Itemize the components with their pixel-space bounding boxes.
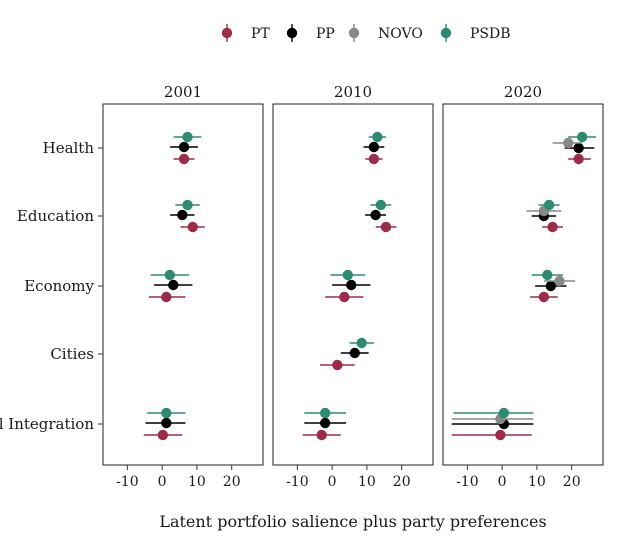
point-2010-pp-national-integration (319, 417, 331, 429)
legend-item-novo: NOVO (348, 24, 423, 42)
x-axis-label: Latent portfolio salience plus party pre… (159, 512, 546, 531)
point-2010-psdb-national-integration (319, 407, 331, 419)
point-2010-psdb-economy (342, 269, 353, 281)
y-tick-label-economy: Economy (24, 277, 94, 295)
point-2001-psdb-health (182, 131, 193, 143)
point-2020-psdb-economy (542, 269, 553, 281)
point-2001-pp-economy (168, 279, 179, 291)
point-2020-pp-economy (545, 280, 557, 292)
x-tick-label-2020-3: 20 (563, 474, 581, 490)
x-tick-label-2001-1: 0 (158, 474, 167, 490)
point-2010-pt-national-integration (316, 429, 327, 441)
legend-item-pt: PT (221, 24, 270, 42)
x-tick-label-2020-0: -10 (456, 474, 479, 490)
x-tick-label-2001-2: 10 (188, 474, 206, 490)
point-2001-pt-economy (161, 291, 172, 303)
point-2010-psdb-health (372, 131, 383, 143)
x-tick-label-2010-0: -10 (286, 474, 309, 490)
legend-label-pp: PP (316, 26, 335, 42)
point-2010-pp-cities (349, 347, 360, 359)
y-tick-label-education: Education (17, 207, 94, 225)
panel-2010: 2010 -10 0 10 20 (272, 83, 434, 490)
point-2001-pp-health (178, 141, 190, 153)
legend-item-psdb: PSDB (440, 24, 511, 42)
point-2001-psdb-economy (164, 269, 175, 281)
panel-title-2010: 2010 (334, 83, 372, 101)
point-2010-pp-education (370, 209, 381, 221)
x-tick-label-2010-1: 0 (328, 474, 337, 490)
point-2020-pt-health (573, 153, 584, 165)
panel-title-2001: 2001 (164, 83, 202, 101)
point-2010-pt-education (380, 221, 392, 233)
legend-key-dot-pt (221, 27, 233, 39)
legend-item-pp: PP (286, 24, 335, 42)
point-2010-psdb-education (375, 199, 387, 211)
point-2020-pt-education (547, 221, 558, 233)
point-2020-novo-health (563, 137, 574, 149)
legend-key-dot-novo (348, 27, 360, 39)
panel-2020: 2020 -10 0 10 20 (442, 83, 604, 490)
point-2010-psdb-cities (356, 337, 367, 349)
y-tick-label-cities: Cities (50, 345, 94, 363)
point-2010-pp-health (368, 141, 380, 153)
point-2010-pt-economy (339, 291, 350, 303)
point-2020-pt-economy (538, 291, 550, 303)
point-2001-pp-national-integration (161, 417, 172, 429)
panel-title-2020: 2020 (504, 83, 542, 101)
y-tick-label-national-integration: nal Integration (0, 415, 94, 433)
point-2020-novo-economy (554, 275, 565, 287)
point-2001-psdb-national-integration (161, 407, 172, 419)
point-2001-pp-education (177, 209, 188, 221)
y-tick-label-health: Health (43, 139, 95, 157)
panel-border-2020 (442, 103, 604, 466)
x-tick-label-2010-3: 20 (393, 474, 411, 490)
legend-label-psdb: PSDB (470, 26, 511, 42)
point-2001-pt-education (187, 221, 198, 233)
legend-key-dot-pp (286, 27, 298, 39)
x-tick-label-2020-2: 10 (528, 474, 546, 490)
point-2020-pp-health (573, 142, 584, 154)
panel-2001: 2001 -10 0 10 20 (102, 83, 264, 490)
point-2010-pp-economy (346, 279, 357, 291)
y-axis: Health Education Economy Cities nal Integrat… (0, 139, 103, 433)
legend: PT PP NOVO PSDB (221, 24, 511, 42)
x-tick-label-2020-1: 0 (498, 474, 507, 490)
point-2020-pt-national-integration (495, 429, 506, 441)
point-2020-psdb-health (576, 131, 588, 143)
point-2020-psdb-education (543, 199, 555, 211)
x-tick-label-2001-3: 20 (223, 474, 241, 490)
point-2001-pt-national-integration (157, 429, 169, 441)
x-tick-label-2010-2: 10 (358, 474, 376, 490)
legend-key-dot-psdb (440, 27, 452, 39)
point-2001-psdb-education (182, 199, 193, 211)
point-2020-psdb-national-integration (498, 407, 510, 419)
point-2010-pt-health (368, 153, 380, 165)
legend-label-pt: PT (251, 26, 270, 42)
point-2001-pt-health (178, 153, 190, 165)
x-tick-label-2001-0: -10 (116, 474, 139, 490)
point-2010-pt-cities (332, 359, 343, 371)
legend-label-novo: NOVO (378, 26, 423, 42)
